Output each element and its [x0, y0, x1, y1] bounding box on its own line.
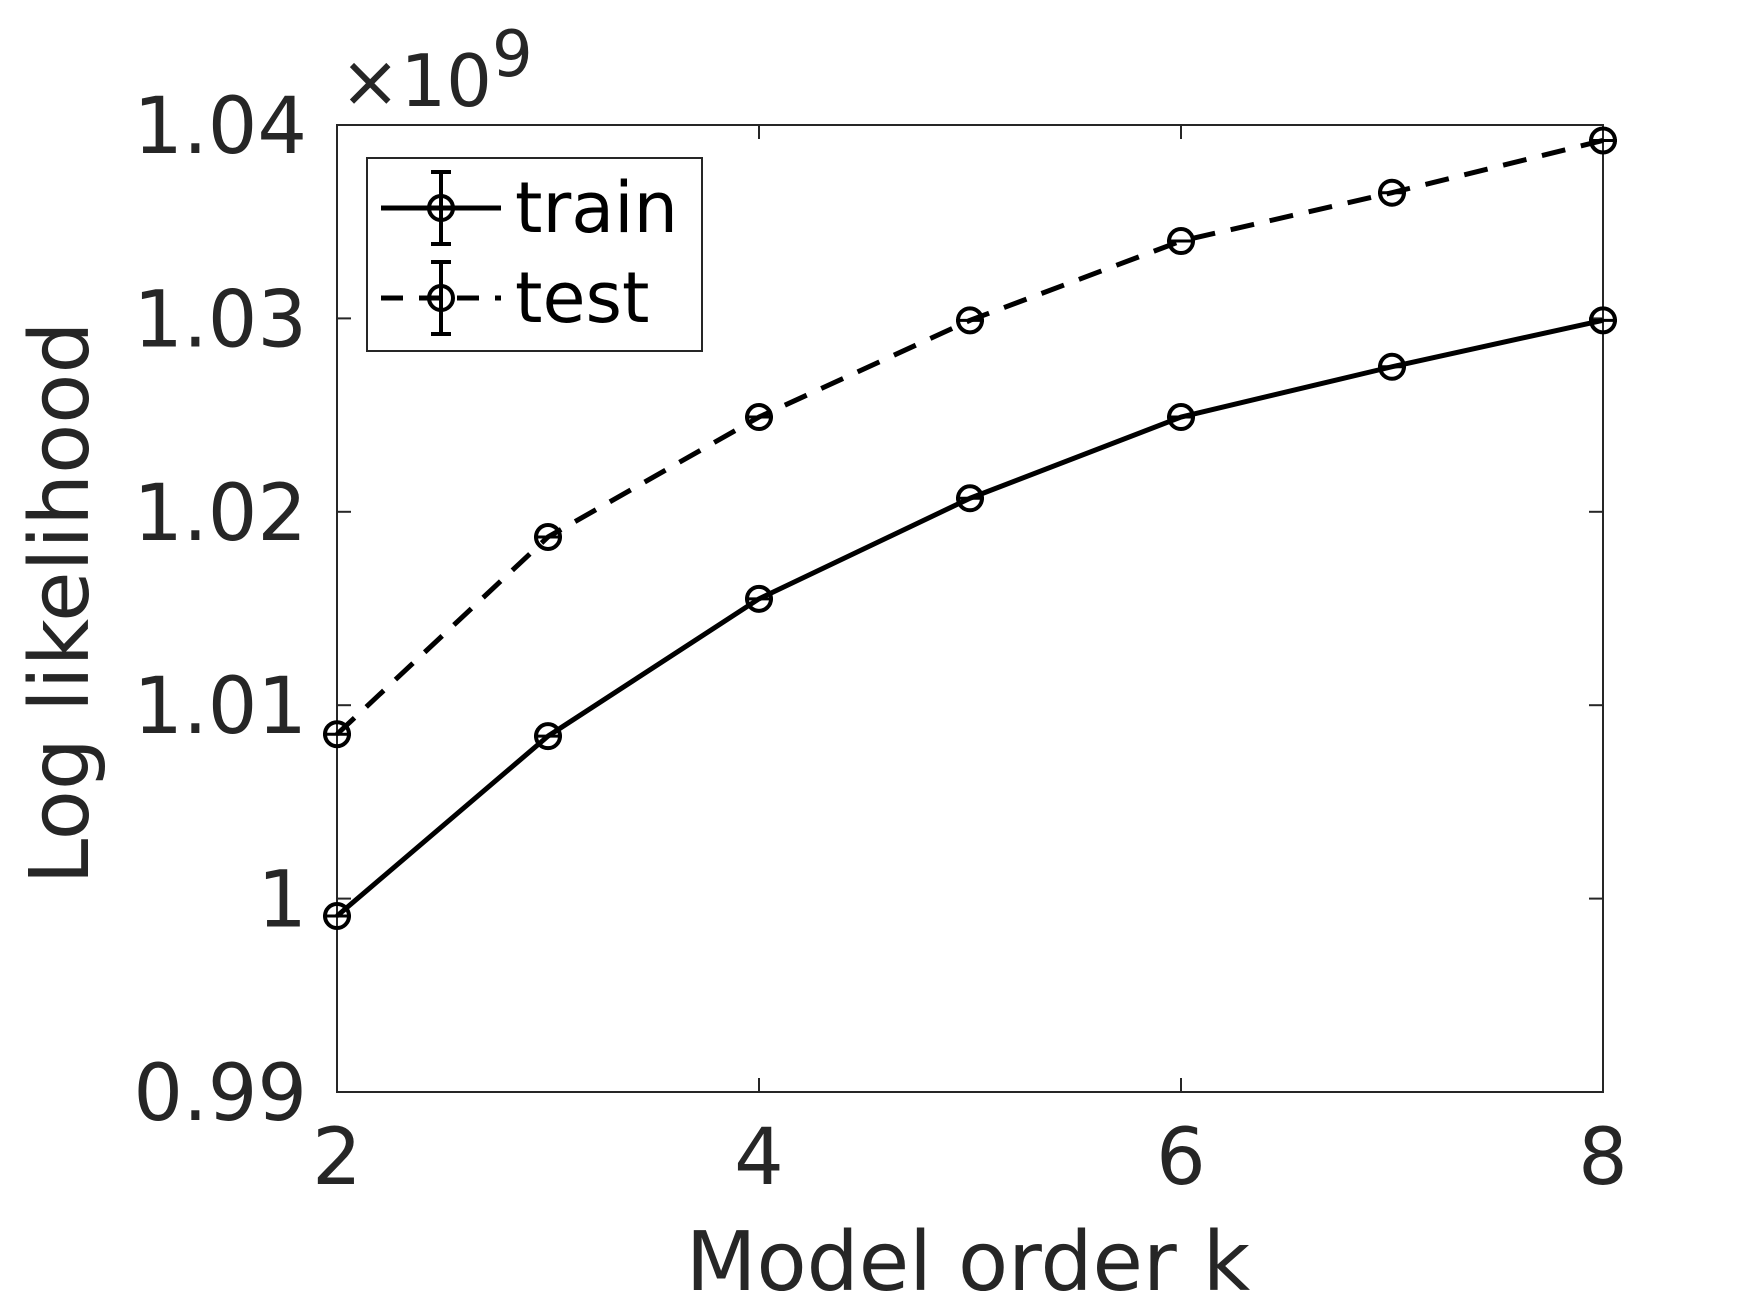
x-axis-label: Model order k	[686, 1215, 1251, 1310]
x-tick-label: 8	[1578, 1113, 1628, 1203]
y-tick-label: 0.99	[133, 1049, 307, 1139]
y-axis-label: Log likelihood	[13, 321, 108, 884]
y-tick-label: 1.04	[133, 82, 307, 172]
plot-series	[323, 126, 1617, 931]
x-tick-label: 4	[734, 1113, 784, 1203]
y-exponent-base: ×10	[340, 39, 492, 123]
legend-entry-train: train	[381, 167, 678, 249]
axes: 2 4 6 8 0.99 1 1.01 1.02 1.03 1.04	[133, 82, 1627, 1203]
y-exponent-label: ×109	[340, 18, 533, 123]
y-tick-label: 1.03	[133, 275, 307, 365]
series-train	[323, 306, 1617, 931]
legend-box	[366, 157, 703, 352]
legend-entry-test: test	[381, 257, 649, 339]
y-exponent-power: 9	[492, 18, 533, 92]
legend-label-train: train	[515, 167, 678, 249]
plot-frame	[336, 124, 1604, 1093]
legend-marker-train	[427, 194, 455, 222]
y-tick-label: 1.01	[133, 662, 307, 752]
legend-label-test: test	[515, 257, 649, 339]
y-tick-label: 1.02	[133, 469, 307, 559]
x-tick-label: 2	[312, 1113, 362, 1203]
series-test	[323, 126, 1617, 749]
y-tick-label: 1	[257, 856, 307, 946]
legend-marker-test	[427, 284, 455, 312]
x-tick-label: 6	[1156, 1113, 1206, 1203]
